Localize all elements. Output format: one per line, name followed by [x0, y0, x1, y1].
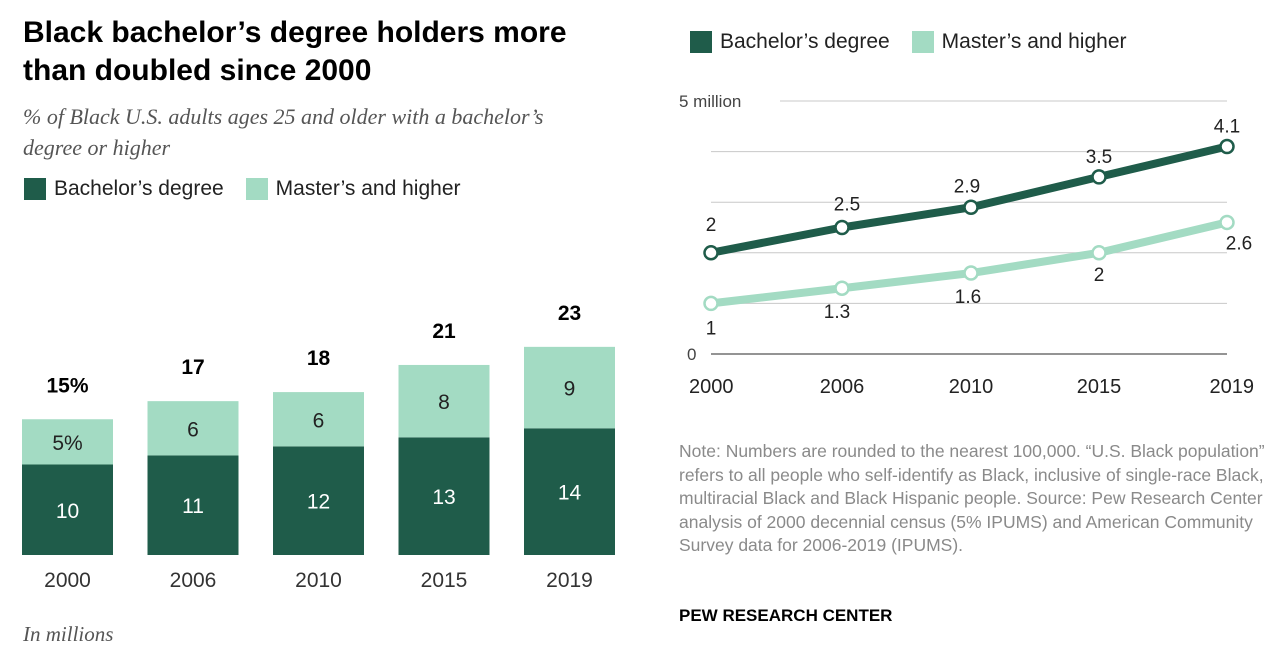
bar-label-bachelor-2006: 11	[182, 495, 204, 518]
bar-masters-2000	[22, 419, 113, 465]
bar-label-bachelor-2000: 10	[56, 500, 79, 523]
legend-item-masters: Master’s and higher	[245, 177, 461, 201]
point-bachelor-2006	[834, 219, 850, 236]
legend-label-bachelor: Bachelor’s degree	[54, 177, 224, 200]
label-bachelor-2019: 4.1	[1214, 117, 1240, 138]
bar-bachelor-2019	[524, 428, 615, 555]
x-tick-2006: 2006	[170, 569, 217, 592]
legend-label-masters: Master’s and higher	[275, 177, 461, 200]
line-chart: 5 million 0 2 2.5 2.9 3.5 4.1 1 1.3 1.6 2 2.6 2000 20…	[679, 92, 1255, 398]
source-note: Note: Numbers are rounded to the nearest…	[679, 441, 1265, 555]
bar-label-masters-2010: 6	[313, 409, 325, 432]
point-masters-2010	[963, 265, 979, 281]
point-masters-2019	[1219, 214, 1235, 231]
label-masters-2019: 2.6	[1226, 233, 1252, 254]
bar-total-2019: 23	[558, 302, 581, 325]
x-tick-line-2019: 2019	[1210, 376, 1255, 398]
bar-legend: Bachelor’s degree Master’s and higher	[24, 177, 483, 201]
bar-label-masters-2006: 6	[187, 418, 199, 441]
chart-subtitle: % of Black U.S. adults ages 25 and older…	[23, 104, 544, 160]
line-legend: Bachelor’s degree Master’s and higher	[690, 30, 1149, 54]
legend-label-bachelor-line: Bachelor’s degree	[720, 30, 890, 53]
legend-swatch-bachelor-line	[690, 31, 712, 53]
legend-swatch-bachelor	[24, 178, 46, 200]
bar-bachelor-2000	[22, 464, 113, 555]
bar-label-masters-2019: 9	[564, 378, 576, 401]
x-tick-line-2015: 2015	[1077, 376, 1122, 398]
point-masters-2006	[834, 280, 850, 296]
x-tick-line-2000: 2000	[689, 376, 734, 398]
bar-bachelor-2010	[273, 446, 364, 555]
bar-masters-2006	[147, 401, 239, 456]
y-tick-bottom: 0	[687, 345, 696, 364]
point-bachelor-2019	[1219, 138, 1235, 155]
point-bachelor-2010	[963, 199, 979, 216]
source-organization: PEW RESEARCH CENTER	[679, 606, 893, 625]
bar-total-2015: 21	[432, 320, 456, 343]
point-masters-2015	[1091, 245, 1107, 261]
bar-label-masters-2000: 5%	[52, 432, 82, 455]
units-note: In millions	[23, 622, 114, 646]
legend-swatch-masters	[245, 178, 268, 200]
bar-total-2006: 17	[181, 356, 204, 379]
point-masters-2000	[703, 295, 719, 312]
bar-masters-2015	[398, 364, 490, 438]
legend-item-bachelor-line: Bachelor’s degree	[690, 30, 890, 54]
chart-title: Black bachelor’s degree holders more tha…	[23, 16, 567, 87]
x-tick-2015: 2015	[421, 569, 468, 592]
bar-total-2000: 15%	[46, 374, 88, 397]
x-tick-2010: 2010	[295, 569, 342, 592]
legend-item-masters-line: Master’s and higher	[911, 30, 1127, 54]
bar-bachelor-2006	[147, 455, 239, 555]
bar-label-bachelor-2015: 13	[432, 486, 455, 509]
x-tick-line-2010: 2010	[949, 376, 994, 398]
x-tick-2019: 2019	[546, 569, 593, 592]
y-tick-top: 5 million	[679, 92, 741, 111]
label-bachelor-2010: 2.9	[954, 176, 980, 197]
bar-masters-2010	[273, 392, 364, 447]
bar-bachelor-2015	[398, 437, 490, 555]
label-masters-2000: 1	[706, 318, 717, 339]
point-bachelor-2015	[1091, 169, 1107, 185]
stacked-bar-chart: 10 5% 15% 2000 11 6 17 2006 12 6 18 2010 13 8 21 2015 14…	[22, 302, 615, 592]
label-masters-2015: 2	[1094, 265, 1105, 286]
legend-item-bachelor: Bachelor’s degree	[24, 177, 224, 201]
bar-label-masters-2015: 8	[438, 391, 450, 414]
bar-masters-2019	[524, 346, 615, 429]
x-tick-2000: 2000	[44, 569, 91, 592]
label-masters-2006: 1.3	[824, 302, 850, 323]
bar-total-2010: 18	[307, 347, 331, 370]
legend-swatch-masters-line	[911, 31, 934, 53]
point-bachelor-2000	[703, 245, 719, 261]
x-tick-line-2006: 2006	[820, 376, 865, 398]
legend-label-masters-line: Master’s and higher	[941, 30, 1127, 53]
bar-label-bachelor-2010: 12	[307, 491, 330, 514]
label-masters-2010: 1.6	[955, 287, 981, 308]
label-bachelor-2006: 2.5	[834, 195, 860, 216]
label-bachelor-2000: 2	[706, 215, 717, 236]
bar-label-bachelor-2019: 14	[558, 482, 582, 505]
label-bachelor-2015: 3.5	[1086, 147, 1112, 168]
